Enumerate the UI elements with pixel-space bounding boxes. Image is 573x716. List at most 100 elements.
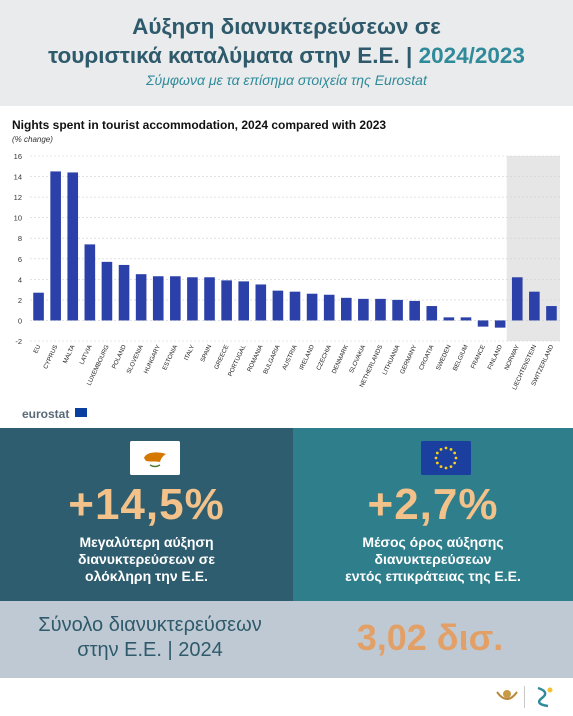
chart-unit: (% change) [12, 135, 53, 144]
eu-average-desc-line2: διανυκτερεύσεων [374, 551, 492, 567]
x-tick-label: PORTUGAL [227, 343, 248, 377]
chart-bar [204, 277, 215, 321]
chart-bar [426, 306, 438, 321]
x-tick-label: CZECHIA [315, 343, 333, 371]
chart-bar [494, 320, 506, 328]
chart-bar [477, 320, 489, 327]
max-increase-panel: +14,5% Μεγαλύτερη αύξηση διανυκτερεύσεων… [0, 428, 293, 601]
x-tick-label: IRELAND [298, 343, 316, 371]
chart-bar [135, 274, 147, 321]
chart-bar [152, 276, 164, 321]
chart-title: Nights spent in tourist accommodation, 2… [12, 118, 387, 132]
y-tick-label: 2 [18, 296, 22, 305]
x-tick-label: SLOVAKIA [348, 343, 367, 374]
chart-bar [272, 290, 284, 321]
eu-star-icon [449, 447, 453, 451]
total-label-line1: Σύνολο διανυκτερεύσεων [38, 614, 262, 636]
eu-average-value: +2,7% [367, 480, 499, 529]
page-title-line2: τουριστικά καταλύματα στην Ε.Ε. | 2024/2… [0, 43, 573, 69]
total-nights-panel: Σύνολο διανυκτερεύσεων στην Ε.Ε. | 2024 … [0, 601, 573, 678]
eu-star-icon [449, 465, 453, 469]
chart-bar [375, 298, 386, 321]
chart-bar [323, 294, 335, 321]
eu-star-icon [453, 461, 457, 465]
chart-bar [221, 280, 232, 321]
x-tick-label: HUNGARY [143, 344, 162, 375]
eu-average-panel: +2,7% Μέσος όρος αύξησης διανυκτερεύσεων… [293, 428, 573, 601]
eu-flag-mini-icon [75, 408, 87, 417]
chart-bar [101, 261, 113, 321]
x-tick-label: BELGIUM [452, 344, 470, 372]
chart-bar [409, 300, 420, 321]
y-tick-label: 16 [14, 152, 22, 161]
eu-flag-icon [421, 441, 471, 475]
max-increase-desc-line3: ολόκληρη την Ε.Ε. [85, 568, 208, 584]
x-tick-label: DENMARK [331, 343, 351, 375]
y-tick-label: 12 [14, 193, 22, 202]
chart-bar [67, 172, 79, 321]
chart-bar [443, 317, 455, 321]
chart-bar [255, 284, 267, 321]
x-tick-label: FINLAND [486, 343, 504, 370]
eu-star-icon [435, 451, 439, 455]
eurostat-logo: eurostat [22, 407, 70, 421]
x-tick-label: AUSTRIA [281, 343, 299, 371]
x-tick-label: MALTA [62, 343, 77, 365]
max-increase-description: Μεγαλύτερη αύξηση διανυκτερεύσεων σε ολό… [0, 534, 293, 585]
x-tick-label: LATVIA [78, 343, 94, 366]
eu-average-description: Μέσος όρος αύξησης διανυκτερεύσεων εντός… [293, 534, 573, 585]
eu-star-icon [434, 456, 438, 460]
eu-star-icon [454, 456, 458, 460]
eu-star-icon [444, 446, 448, 450]
y-tick-label: 14 [14, 173, 22, 182]
x-tick-label: ROMANIA [246, 343, 265, 373]
y-tick-label: -2 [15, 337, 22, 346]
page-subtitle: Σύμφωνα με τα επίσημα στοιχεία της Euros… [146, 72, 427, 88]
x-tick-label: CROATIA [418, 343, 436, 371]
chart-bar [118, 264, 130, 321]
page-title-main: τουριστικά καταλύματα στην Ε.Ε. | [48, 43, 413, 68]
y-tick-label: 8 [18, 234, 22, 243]
y-tick-label: 4 [18, 275, 22, 284]
chart-bar [187, 277, 198, 321]
chart-bar [511, 277, 523, 321]
y-tick-label: 0 [18, 316, 22, 325]
max-increase-desc-line1: Μεγαλύτερη αύξηση [79, 534, 214, 550]
cyprus-crest-icon [496, 690, 518, 700]
eu-average-desc-line3: εντός επικράτειας της Ε.Ε. [345, 568, 521, 584]
chart-bar [170, 276, 181, 321]
page-title-year: 2024/2023 [418, 43, 525, 68]
chart-bar [289, 291, 301, 321]
max-increase-value: +14,5% [68, 480, 225, 529]
x-tick-label: SWEDEN [435, 344, 453, 372]
x-tick-label: BULGARIA [262, 343, 282, 375]
chart-area: -2 0 2 4 6 8 10 12 14 16 EU CYPRUS MALTA LATVIA LUXEMB… [0, 106, 573, 524]
footer-divider [524, 686, 525, 708]
x-tick-label: GREECE [213, 344, 230, 371]
page-title-line1: Αύξηση διανυκτερεύσεων σε [132, 14, 441, 39]
eu-star-icon [435, 461, 439, 465]
chart-bar [546, 306, 557, 321]
total-label-line2: στην Ε.Ε. | 2024 [77, 639, 223, 661]
total-value: 3,02 δισ. [356, 617, 504, 658]
eu-star-icon [439, 465, 443, 469]
chart-bar [358, 298, 369, 321]
y-tick-label: 6 [18, 255, 22, 264]
chart-bar [50, 171, 61, 321]
chart-bar [33, 292, 44, 321]
x-tick-label: GERMANY [399, 344, 419, 375]
eu-star-icon [444, 466, 448, 470]
chart-bar [392, 299, 403, 321]
x-tick-label: ITALY [183, 344, 196, 362]
header: Αύξηση διανυκτερεύσεων σε τουριστικά κατ… [0, 0, 573, 106]
x-tick-label: FRANCE [470, 344, 487, 370]
x-tick-label: NORWAY [503, 344, 521, 371]
chart-bar [306, 293, 318, 321]
max-increase-desc-line2: διανυκτερεύσεων σε [77, 551, 216, 567]
cyprus-flag-icon [130, 441, 180, 475]
y-tick-label: 10 [14, 214, 22, 223]
eu-star-icon [439, 447, 443, 451]
eu-average-desc-line1: Μέσος όρος αύξησης [362, 534, 504, 550]
chart-bar [238, 281, 250, 321]
